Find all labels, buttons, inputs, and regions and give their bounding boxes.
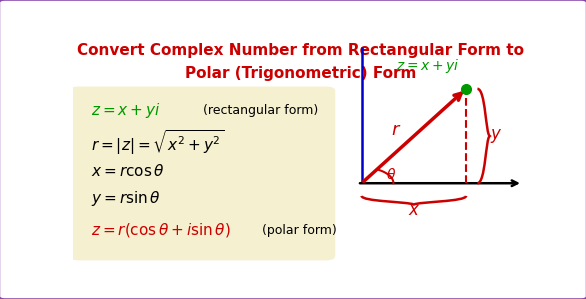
Text: Convert Complex Number from Rectangular Form to: Convert Complex Number from Rectangular … xyxy=(77,43,524,58)
Text: $r$: $r$ xyxy=(390,121,401,139)
Text: $y$: $y$ xyxy=(490,127,503,145)
Text: $z = x + yi$: $z = x + yi$ xyxy=(396,57,459,75)
Text: (rectangular form): (rectangular form) xyxy=(203,104,318,117)
Text: $\theta$: $\theta$ xyxy=(386,167,396,181)
FancyBboxPatch shape xyxy=(70,86,335,260)
Text: $z = x + yi$: $z = x + yi$ xyxy=(91,101,161,120)
Text: $x$: $x$ xyxy=(408,201,420,219)
Text: $y = r\sin\theta$: $y = r\sin\theta$ xyxy=(91,189,161,208)
Text: $x = r\cos\theta$: $x = r\cos\theta$ xyxy=(91,163,165,179)
Text: Polar (Trigonometric) Form: Polar (Trigonometric) Form xyxy=(185,66,416,81)
Text: $r = |z| = \sqrt{x^2 + y^2}$: $r = |z| = \sqrt{x^2 + y^2}$ xyxy=(91,129,224,157)
Text: (polar form): (polar form) xyxy=(262,224,336,237)
Text: $z = r(\cos\theta + i\sin\theta)$: $z = r(\cos\theta + i\sin\theta)$ xyxy=(91,222,231,239)
